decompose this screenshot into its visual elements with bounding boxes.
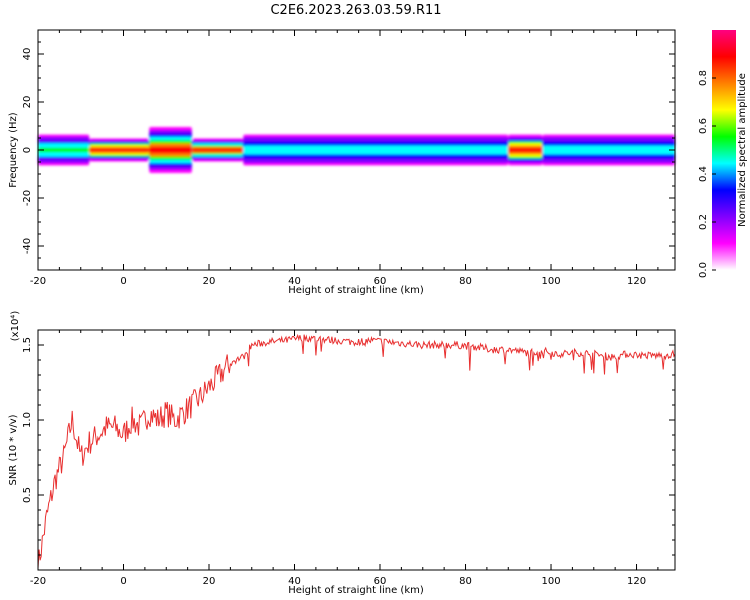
spectrogram-y-tick-label: -40 (22, 238, 33, 254)
band-segment-5-layer-6 (508, 147, 543, 153)
colorbar-label: Normalized spectral amplitude (737, 73, 748, 227)
spectrogram-y-tick-label: 0 (22, 147, 33, 153)
figure-title: C2E6.2023.263.03.59.R11 (270, 3, 441, 18)
band-segment-0-layer-6 (38, 147, 90, 153)
colorbar-gradient (712, 30, 736, 270)
band-segment-6-layer-6 (542, 147, 675, 153)
snr-x-tick-label: 120 (627, 576, 646, 587)
snr-panel: -20 0 20 40 60 80 100 120 0.5 1.0 1.5 Height of s… (8, 311, 676, 596)
colorbar-tick-label: 0.0 (698, 262, 709, 278)
snr-y-ticks: 0.5 1.0 1.5 (22, 337, 675, 556)
snr-x-tick-label: -20 (30, 576, 46, 587)
colorbar-tick-label: 0.2 (698, 214, 709, 230)
snr-y-tick-label: 1.5 (22, 337, 33, 353)
spectrogram-y-tick-label: 20 (22, 96, 33, 109)
spectrogram-y-tick-label: 40 (22, 48, 33, 61)
snr-x-tick-label: 80 (459, 576, 472, 587)
spectrogram-y-tick-label: -20 (22, 190, 33, 206)
snr-y-label: SNR (10 * v/v) (8, 414, 19, 485)
spectrogram-x-tick-label: 100 (541, 276, 560, 287)
snr-multiplier: (x10⁴) (10, 311, 21, 342)
spectrogram-x-ticks: -20 0 20 40 60 80 100 120 (30, 30, 659, 287)
snr-y-tick-label: 1.0 (22, 412, 33, 428)
colorbar-tick-label: 0.6 (698, 118, 709, 134)
band-segment-1-layer-6 (89, 148, 150, 152)
snr-x-tick-label: 0 (120, 576, 126, 587)
spectrogram-y-label: Frequency (Hz) (8, 112, 19, 188)
snr-y-tick-label: 0.5 (22, 487, 33, 503)
spectrogram-x-tick-label: 0 (120, 276, 126, 287)
spectral-band (38, 126, 675, 174)
spectrogram-x-label: Height of straight line (km) (288, 285, 424, 296)
snr-x-tick-label: 20 (203, 576, 216, 587)
colorbar-tick-label: 0.4 (698, 166, 709, 182)
band-segment-2-layer-6 (149, 146, 192, 154)
spectrogram-x-tick-label: 40 (288, 276, 301, 287)
spectrogram-x-tick-label: 60 (374, 276, 387, 287)
spectrogram-x-tick-label: 20 (203, 276, 216, 287)
colorbar: 0.0 0.2 0.4 0.6 0.8 Normalized spectral ampl… (698, 30, 748, 278)
colorbar-tick-label: 0.8 (698, 70, 709, 86)
band-segment-3-layer-6 (191, 148, 244, 152)
colorbar-ticks: 0.0 0.2 0.4 0.6 0.8 (698, 70, 716, 278)
band-segment-4-layer-6 (243, 147, 509, 153)
spectrogram-x-tick-label: -20 (30, 276, 46, 287)
snr-x-ticks: -20 0 20 40 60 80 100 120 (30, 330, 659, 587)
snr-x-tick-label: 40 (288, 576, 301, 587)
snr-x-tick-label: 100 (541, 576, 560, 587)
snr-x-label: Height of straight line (km) (288, 585, 424, 596)
snr-x-tick-label: 60 (374, 576, 387, 587)
spectrogram-x-tick-label: 120 (627, 276, 646, 287)
snr-series-line (37, 333, 676, 569)
spectrogram-x-tick-label: 80 (459, 276, 472, 287)
snr-background (38, 330, 675, 570)
spectrogram-panel: -20 0 20 40 60 80 100 120 -40 -20 0 20 40 Height of… (8, 29, 676, 296)
spectrogram-y-ticks: -40 -20 0 20 40 (22, 29, 675, 271)
